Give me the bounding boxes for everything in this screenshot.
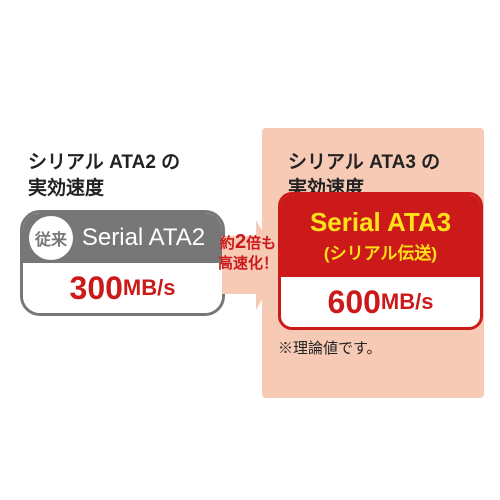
arrow-text: 約2倍も高速化！ [216, 230, 280, 274]
right-speed-per: /s [415, 289, 433, 315]
left-title: シリアル ATA2 の実効速度 [28, 150, 180, 201]
badge-text: 従来 [35, 226, 67, 250]
right-card-header-label: Serial ATA3 [310, 208, 451, 237]
right-speed-unit: MB [381, 289, 415, 315]
right-card-header-sub: (シリアル伝送) [324, 239, 437, 264]
arrow-text-mid: 倍も [246, 235, 276, 252]
left-speed-number: 300 [70, 270, 123, 307]
left-card-header-label: Serial ATA2 [73, 224, 222, 252]
badge-legacy: 従来 [29, 216, 73, 260]
left-title-line1: シリアル ATA2 の [28, 152, 180, 173]
left-card-header: 従来 Serial ATA2 [23, 213, 222, 263]
left-title-line2: 実効速度 [28, 178, 104, 199]
left-card-value: 300MB/s [23, 263, 222, 313]
right-card-value: 600MB/s [281, 277, 480, 327]
right-card-header: Serial ATA3 (シリアル伝送) [281, 195, 480, 277]
right-card: Serial ATA3 (シリアル伝送) 600MB/s [278, 192, 483, 330]
right-speed-number: 600 [328, 284, 381, 321]
arrow-text-post: 高速化！ [218, 255, 278, 272]
left-speed-unit: MB [123, 275, 157, 301]
right-title-line1: シリアル ATA3 の [288, 152, 440, 173]
left-card: 従来 Serial ATA2 300MB/s [20, 210, 225, 316]
footnote: ※理論値です。 [278, 337, 382, 358]
arrow-text-big: 2 [235, 231, 246, 253]
arrow-text-pre: 約 [220, 235, 235, 252]
infographic-stage: シリアル ATA2 の実効速度 シリアル ATA3 の実効速度 従来 Seria… [0, 0, 500, 500]
left-speed-per: /s [157, 275, 175, 301]
